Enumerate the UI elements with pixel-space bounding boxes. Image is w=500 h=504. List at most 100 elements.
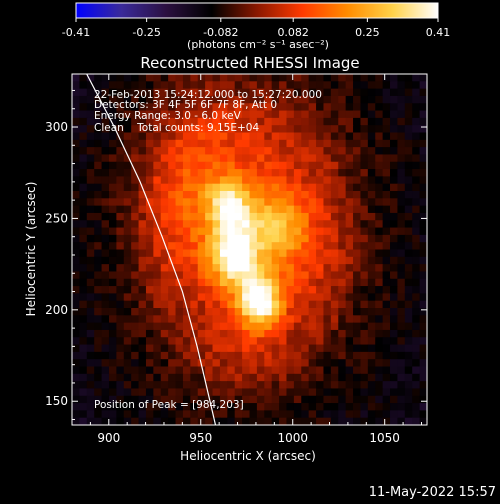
heatmap-cell: [205, 154, 214, 163]
heatmap-cell: [345, 161, 354, 170]
heatmap-cell: [382, 337, 391, 346]
heatmap-cell: [101, 322, 110, 331]
heatmap-cell: [116, 315, 125, 324]
heatmap-cell: [116, 198, 125, 207]
heatmap-cell: [264, 110, 273, 119]
heatmap-cell: [338, 132, 347, 141]
heatmap-cell: [390, 117, 399, 126]
heatmap-cell: [353, 359, 362, 368]
heatmap-cell: [212, 373, 221, 382]
heatmap-cell: [219, 220, 228, 229]
heatmap-cell: [330, 337, 339, 346]
heatmap-cell: [264, 278, 273, 287]
heatmap-cell: [212, 271, 221, 280]
heatmap-cell: [123, 183, 132, 192]
heatmap-cell: [330, 403, 339, 411]
heatmap-cell: [316, 359, 325, 368]
heatmap-cell: [212, 300, 221, 309]
colorbar-unit-label: (photons cm⁻² s⁻¹ asec⁻²): [187, 38, 329, 51]
heatmap-cell: [271, 359, 280, 368]
heatmap-cell: [323, 176, 332, 185]
heatmap-cell: [375, 74, 384, 82]
heatmap-cell: [264, 388, 273, 397]
heatmap-cell: [131, 205, 140, 214]
heatmap-cell: [168, 169, 177, 177]
heatmap-cell: [160, 403, 169, 411]
heatmap-cell: [293, 337, 302, 346]
heatmap-cell: [108, 300, 117, 309]
heatmap-cell: [286, 329, 295, 338]
y-axis-label: Heliocentric Y (arcsec): [24, 182, 38, 317]
heatmap-cell: [360, 308, 369, 316]
heatmap-cell: [360, 103, 369, 112]
heatmap-cell: [256, 161, 265, 170]
heatmap-cell: [168, 344, 177, 353]
heatmap-cell: [86, 403, 95, 411]
heatmap-cell: [301, 395, 310, 404]
heatmap-cell: [286, 212, 295, 221]
heatmap-cell: [286, 95, 295, 104]
heatmap-cell: [419, 403, 427, 411]
heatmap-cell: [279, 88, 288, 97]
heatmap-cell: [116, 103, 125, 112]
heatmap-cell: [190, 337, 199, 346]
heatmap-cell: [234, 351, 243, 360]
heatmap-cell: [116, 337, 125, 346]
heatmap-cell: [242, 234, 251, 243]
energy-range-label: Energy Range: 3.0 - 6.0 keV: [94, 110, 242, 122]
heatmap-cell: [397, 373, 406, 382]
heatmap-cell: [168, 81, 177, 90]
heatmap-cell: [419, 366, 427, 375]
heatmap-cell: [323, 205, 332, 214]
heatmap-cell: [412, 351, 421, 360]
heatmap-cell: [168, 293, 177, 302]
heatmap-cell: [94, 81, 103, 90]
heatmap-cell: [412, 81, 421, 90]
heatmap-cell: [404, 366, 413, 375]
heatmap-cell: [234, 300, 243, 309]
heatmap-cell: [308, 381, 317, 390]
heatmap-cell: [94, 139, 103, 148]
heatmap-cell: [101, 359, 110, 368]
peak-position-label: Position of Peak = [984,203]: [94, 399, 244, 411]
heatmap-cell: [168, 264, 177, 273]
heatmap-cell: [367, 351, 376, 360]
heatmap-cell: [256, 308, 265, 316]
heatmap-cell: [138, 139, 147, 148]
heatmap-cell: [160, 388, 169, 397]
heatmap-cell: [145, 169, 154, 177]
heatmap-cell: [175, 359, 184, 368]
heatmap-cell: [293, 161, 302, 170]
heatmap-cell: [316, 308, 325, 316]
heatmap-cell: [145, 242, 154, 251]
heatmap-cell: [382, 256, 391, 265]
heatmap-cell: [108, 329, 117, 338]
heatmap-cell: [108, 351, 117, 360]
heatmap-cell: [360, 234, 369, 243]
heatmap-cell: [249, 395, 258, 404]
heatmap-cell: [316, 125, 325, 134]
heatmap-cell: [293, 351, 302, 360]
heatmap-cell: [293, 381, 302, 390]
heatmap-cell: [316, 212, 325, 221]
heatmap-cell: [79, 147, 88, 156]
heatmap-cell: [116, 417, 125, 425]
heatmap-cell: [153, 147, 162, 156]
heatmap-cell: [72, 293, 80, 302]
heatmap-cell: [227, 308, 236, 316]
heatmap-cell: [308, 315, 317, 324]
heatmap-cell: [293, 308, 302, 316]
heatmap-cell: [101, 403, 110, 411]
heatmap-cell: [219, 176, 228, 185]
heatmap-cell: [116, 242, 125, 251]
heatmap-cell: [353, 198, 362, 207]
heatmap-cell: [271, 103, 280, 112]
heatmap-cell: [153, 74, 162, 82]
heatmap-cell: [182, 220, 191, 229]
heatmap-cell: [160, 176, 169, 185]
heatmap-cell: [390, 381, 399, 390]
colorbar-tick-label: 0.25: [355, 26, 380, 39]
heatmap-cell: [279, 74, 288, 82]
heatmap-cell: [242, 139, 251, 148]
heatmap-cell: [338, 381, 347, 390]
